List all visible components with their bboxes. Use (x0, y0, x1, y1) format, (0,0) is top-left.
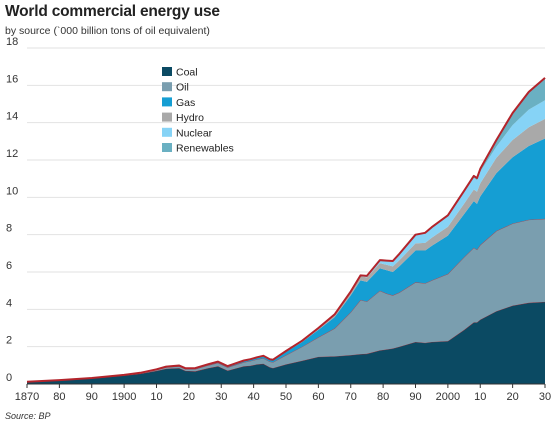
legend-swatch-renewables (162, 143, 172, 152)
stacked-areas (26, 77, 546, 384)
x-tick-label: 70 (345, 391, 357, 403)
legend-swatch-gas (162, 97, 172, 107)
y-tick-label: 16 (6, 73, 18, 85)
y-tick-label: 14 (6, 111, 18, 123)
legend: Coal Oil Gas Hydro Nuclear Renewables (162, 67, 234, 155)
source-note: Source: BP (5, 411, 51, 421)
y-tick-label: 8 (6, 223, 12, 235)
legend-label-nuclear: Nuclear (176, 127, 213, 139)
legend-swatch-hydro (162, 112, 172, 122)
legend-swatch-nuclear (162, 127, 172, 137)
x-tick-label: 1870 (15, 391, 39, 403)
area-oil (27, 218, 545, 382)
y-tick-label: 0 (6, 372, 12, 384)
x-tick-label: 80 (377, 391, 389, 403)
legend-label-coal: Coal (176, 67, 198, 79)
legend-label-oil: Oil (176, 82, 189, 94)
x-tick-label: 2000 (436, 391, 460, 403)
x-tick-label: 10 (474, 391, 486, 403)
x-tick-label: 10 (150, 391, 162, 403)
legend-label-gas: Gas (176, 97, 195, 109)
y-tick-label: 4 (6, 297, 12, 309)
legend-swatch-oil (162, 82, 172, 92)
x-tick-label: 60 (312, 391, 324, 403)
area-coal (27, 301, 545, 384)
y-tick-label: 6 (6, 260, 12, 272)
chart-title: World commercial energy use (5, 3, 220, 20)
legend-swatch-coal (162, 67, 172, 76)
y-tick-label: 10 (6, 185, 18, 197)
x-tick-label: 40 (248, 391, 260, 403)
x-tick-label: 20 (507, 391, 519, 403)
legend-label-hydro: Hydro (176, 112, 204, 124)
chart-subtitle: by source (`000 billion tons of oil equi… (5, 25, 210, 37)
x-tick-label: 80 (53, 391, 65, 403)
area-gas (27, 138, 545, 382)
legend-label-renewables: Renewables (176, 143, 234, 155)
y-tick-label: 12 (6, 148, 18, 160)
total-outline (26, 77, 546, 383)
x-tick-label: 90 (86, 391, 98, 403)
y-tick-label: 18 (6, 36, 18, 48)
y-tick-label: 2 (6, 335, 12, 347)
x-tick-label: 20 (183, 391, 195, 403)
x-tick-label: 50 (280, 391, 292, 403)
x-tick-label: 30 (215, 391, 227, 403)
x-tick-label: 30 (539, 391, 551, 403)
x-tick-label: 90 (409, 391, 421, 403)
x-tick-label: 1900 (112, 391, 136, 403)
axes: 0 2 4 6 8 10 12 14 16 18 1870 80 90 1900 10 20 30 40 50 60 7… (6, 36, 551, 403)
